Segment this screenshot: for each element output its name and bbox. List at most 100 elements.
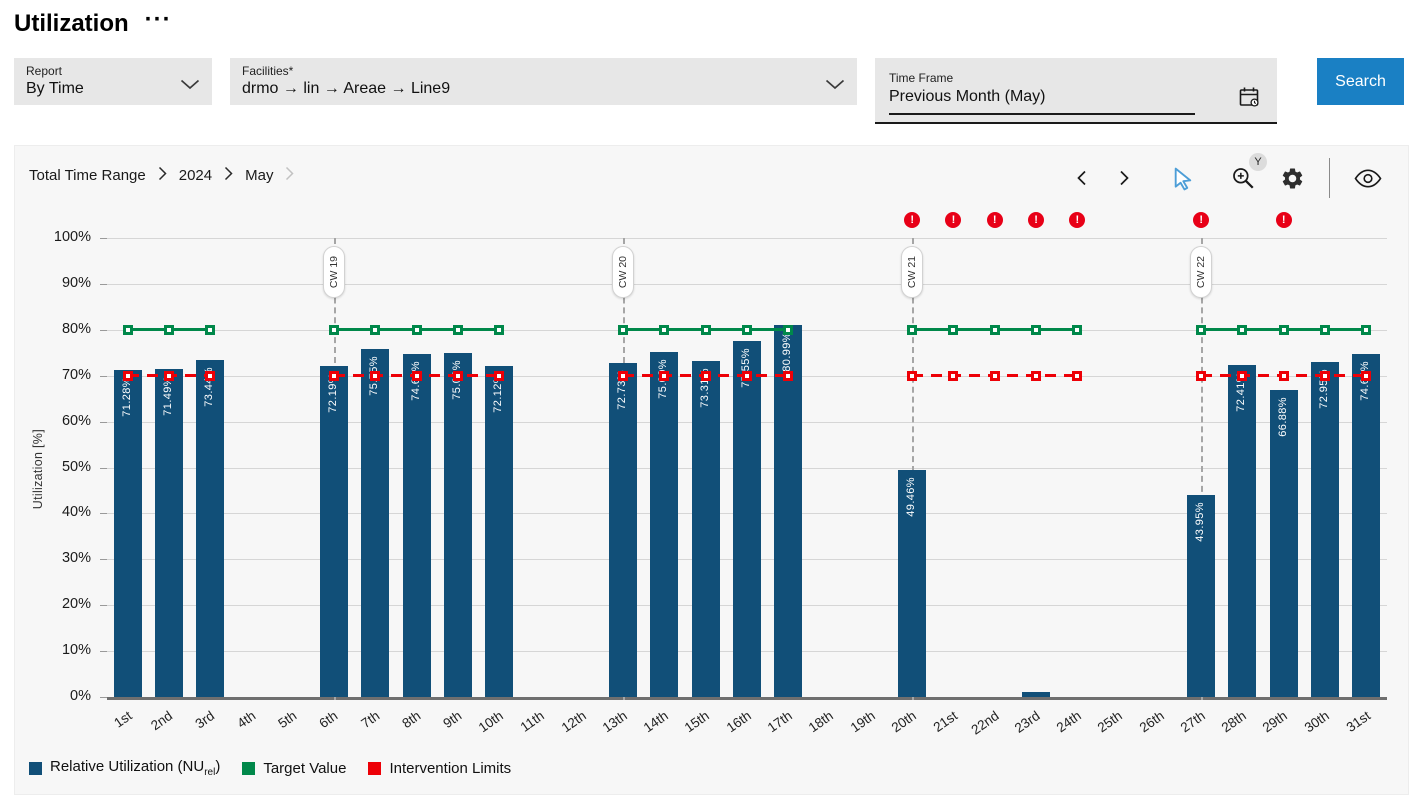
next-period-button[interactable] [1115, 169, 1133, 187]
time-frame-field[interactable]: Time Frame Previous Month (May) [875, 58, 1277, 124]
calendar-week-label: CW 19 [323, 246, 346, 298]
utilization-bar[interactable] [1352, 354, 1381, 697]
utilization-bar[interactable] [113, 369, 142, 697]
legend-item-intervention-limits[interactable]: Intervention Limits [368, 760, 511, 777]
utilization-bar[interactable] [609, 363, 638, 697]
target-value-marker [370, 324, 381, 335]
breadcrumb-item-month[interactable]: May [245, 167, 274, 184]
target-value-marker [948, 324, 959, 335]
y-axis-tick-label: 90% [61, 274, 91, 291]
utilization-bar[interactable] [1022, 692, 1051, 697]
y-axis-tick-label: 60% [61, 412, 91, 429]
utilization-bar[interactable] [774, 325, 803, 697]
alert-icon[interactable]: ! [1193, 212, 1210, 228]
intervention-limit-marker [1196, 370, 1207, 381]
y-axis-tick-label: 50% [61, 458, 91, 475]
previous-period-button[interactable] [1073, 169, 1091, 187]
page-title: Utilization [14, 10, 129, 37]
settings-gear-icon[interactable] [1280, 166, 1305, 191]
target-value-marker [411, 324, 422, 335]
target-value-marker [329, 324, 340, 335]
utilization-bar[interactable] [898, 469, 927, 697]
pointer-tool-icon[interactable] [1171, 166, 1196, 191]
target-value-marker [205, 324, 216, 335]
overflow-menu-icon[interactable]: ··· [144, 6, 172, 33]
intervention-limit-marker [948, 370, 959, 381]
alert-icon[interactable]: ! [904, 212, 921, 228]
target-value-marker [1320, 324, 1331, 335]
intervention-limit-marker [1278, 370, 1289, 381]
target-value-marker [1031, 324, 1042, 335]
intervention-limit-marker [783, 370, 794, 381]
intervention-limit-marker [494, 370, 505, 381]
breadcrumb-item-total-time-range[interactable]: Total Time Range [29, 167, 146, 184]
utilization-bar[interactable] [443, 352, 472, 697]
target-value-marker [494, 324, 505, 335]
facilities-label: Facilities* [242, 64, 294, 78]
utilization-bar[interactable] [320, 365, 349, 697]
intervention-limit-marker [1031, 370, 1042, 381]
alert-icon[interactable]: ! [1275, 212, 1292, 228]
legend-item-relative-utilization[interactable]: Relative Utilization (NUrel) [29, 758, 220, 778]
utilization-bar[interactable] [1269, 390, 1298, 697]
legend-swatch [368, 761, 382, 775]
target-value-marker [163, 324, 174, 335]
chart-card: Total Time Range 2024 May [14, 145, 1409, 795]
chart-legend: Relative Utilization (NUrel) Target Valu… [29, 758, 511, 778]
report-value: By Time [26, 80, 84, 97]
target-value-marker [618, 324, 629, 335]
facilities-select[interactable]: Facilities* drmo → lin → Areae → Line9 [230, 58, 857, 105]
y-axis-tick [100, 238, 107, 239]
calendar-week-label: CW 21 [901, 246, 924, 298]
y-axis-tick-label: 30% [61, 550, 91, 567]
utilization-bar[interactable] [650, 352, 679, 697]
y-axis-tick-label: 10% [61, 642, 91, 659]
y-axis-tick-label: 80% [61, 320, 91, 337]
y-axis-tick [100, 513, 107, 515]
target-value-marker [1196, 324, 1207, 335]
alert-icon[interactable]: ! [986, 212, 1003, 228]
zoom-y-tool-icon[interactable]: Y [1230, 153, 1267, 191]
y-axis-tick [100, 421, 107, 423]
utilization-bar[interactable] [154, 368, 183, 697]
target-value-marker [989, 324, 1000, 335]
utilization-bar[interactable] [1228, 364, 1257, 697]
legend-item-target-value[interactable]: Target Value [242, 760, 346, 777]
intervention-limit-marker [618, 370, 629, 381]
calendar-icon[interactable] [1237, 85, 1261, 114]
target-value-marker [452, 324, 463, 335]
visibility-eye-icon[interactable] [1354, 168, 1382, 188]
alert-icon[interactable]: ! [1069, 212, 1086, 228]
target-value-marker [700, 324, 711, 335]
utilization-bar[interactable] [402, 354, 431, 697]
alert-icon[interactable]: ! [1028, 212, 1045, 228]
utilization-bar[interactable] [691, 360, 720, 697]
report-select[interactable]: Report By Time [14, 58, 212, 105]
chart-toolbar: Y [1073, 153, 1382, 200]
y-axis-tick [100, 697, 107, 698]
intervention-limit-marker [989, 370, 1000, 381]
y-axis-tick [100, 375, 107, 377]
utilization-bar[interactable] [485, 365, 514, 697]
y-axis-tick-label: 20% [61, 596, 91, 613]
chevron-right-icon [158, 166, 167, 185]
calendar-week-divider [1201, 238, 1204, 700]
utilization-bar[interactable] [1187, 495, 1216, 697]
utilization-bar[interactable] [733, 341, 761, 697]
search-button[interactable]: Search [1317, 58, 1404, 105]
y-axis-tick-label: 40% [61, 504, 91, 521]
chevron-right-icon-disabled [285, 166, 295, 185]
target-value-marker [1072, 324, 1083, 335]
utilization-bar[interactable] [196, 359, 225, 697]
utilization-bar[interactable] [361, 349, 390, 697]
breadcrumb: Total Time Range 2024 May [29, 166, 295, 185]
intervention-limit-marker [329, 370, 340, 381]
bar-value-label: 43.95% [1194, 502, 1207, 542]
intervention-limit-marker [370, 370, 381, 381]
report-label: Report [26, 64, 63, 78]
breadcrumb-item-year[interactable]: 2024 [178, 167, 213, 184]
alert-icon[interactable]: ! [945, 212, 962, 228]
target-value-marker [122, 324, 133, 335]
utilization-bar[interactable] [1311, 362, 1340, 697]
